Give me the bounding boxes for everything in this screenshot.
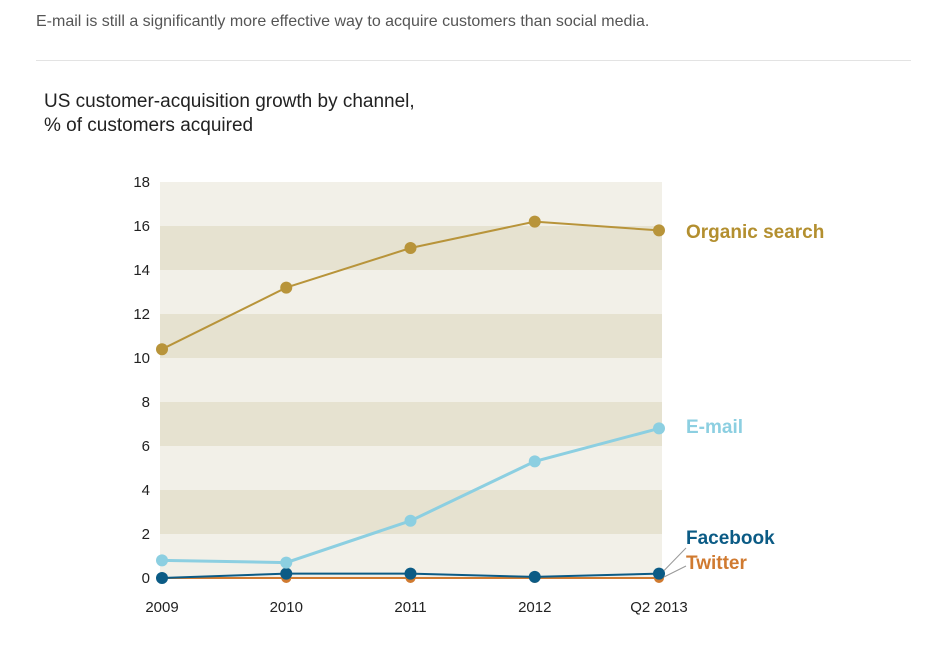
facebook-point — [653, 567, 665, 580]
y-tick-label: 14 — [133, 262, 150, 279]
y-tick-label: 16 — [133, 218, 150, 235]
e-mail-point — [404, 514, 417, 527]
organic-search-point — [404, 242, 417, 254]
e-mail-point — [653, 422, 665, 435]
chart-title-line-2: % of customers acquired — [44, 115, 254, 136]
e-mail-point — [280, 556, 293, 569]
y-tick-label: 0 — [142, 570, 150, 587]
y-tick-label: 2 — [142, 526, 150, 543]
facebook-leader-line — [663, 547, 687, 571]
x-tick-label: 2012 — [518, 599, 551, 616]
organic-search-point — [653, 224, 665, 237]
x-tick-label: 2011 — [394, 599, 426, 616]
chart-caption: E-mail is still a significantly more eff… — [36, 13, 650, 30]
chart-title-line-1: US customer-acquisition growth by channe… — [44, 91, 415, 112]
x-tick-label: Q2 2013 — [630, 599, 688, 616]
facebook-point — [280, 567, 293, 580]
e-mail-series-label: E-mail — [686, 417, 743, 438]
chart-title: US customer-acquisition growth by channe… — [44, 90, 415, 138]
y-tick-label: 8 — [142, 394, 150, 411]
e-mail-point — [156, 554, 168, 567]
y-tick-label: 18 — [133, 174, 150, 191]
background-band — [160, 182, 662, 226]
background-band — [160, 490, 662, 534]
y-tick-label: 12 — [133, 306, 150, 323]
organic-search-series-label: Organic search — [686, 222, 824, 243]
organic-search-point — [156, 343, 168, 356]
background-band — [160, 358, 662, 402]
organic-search-point — [280, 281, 293, 294]
y-tick-label: 10 — [133, 350, 150, 367]
facebook-series-label: Facebook — [686, 528, 775, 549]
background-band — [160, 270, 662, 314]
y-tick-label: 6 — [142, 438, 150, 455]
divider — [36, 60, 911, 61]
facebook-point — [528, 570, 541, 583]
x-tick-label: 2010 — [270, 599, 303, 616]
twitter-series-label: Twitter — [686, 553, 747, 574]
twitter-leader-line — [663, 565, 687, 578]
background-band — [160, 314, 662, 358]
e-mail-point — [528, 455, 541, 468]
facebook-point — [404, 567, 417, 580]
facebook-point — [156, 572, 168, 584]
y-tick-label: 4 — [142, 482, 150, 499]
background-band — [160, 446, 662, 490]
organic-search-point — [528, 215, 541, 228]
x-tick-label: 2009 — [145, 599, 178, 616]
background-band — [160, 402, 662, 446]
